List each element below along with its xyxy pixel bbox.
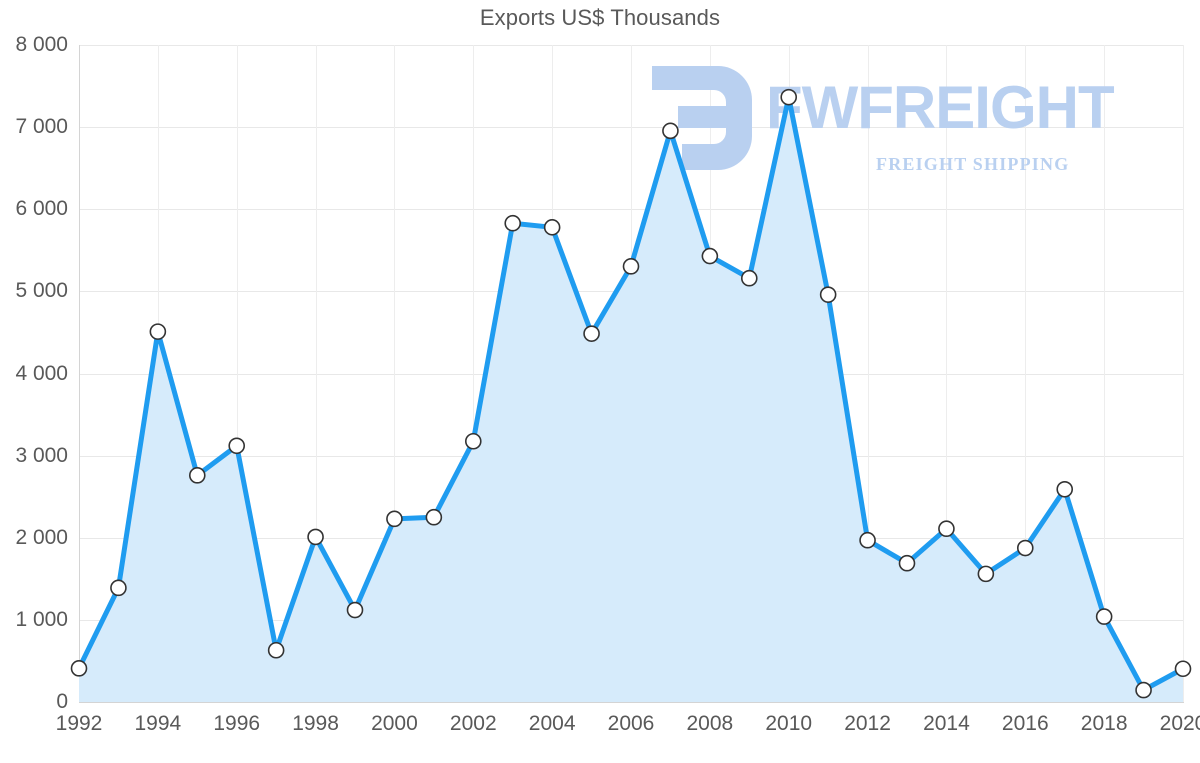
data-point-marker[interactable] bbox=[1095, 608, 1113, 625]
x-axis-tick-label: 1996 bbox=[213, 712, 261, 735]
y-axis-tick-label: 2 000 bbox=[15, 525, 68, 549]
data-point-marker[interactable] bbox=[662, 122, 679, 140]
gridline-vertical bbox=[394, 45, 396, 702]
gridline-vertical bbox=[867, 45, 869, 702]
gridline-vertical bbox=[236, 45, 238, 702]
data-point-marker[interactable] bbox=[622, 258, 640, 275]
x-axis-tick-label: 1992 bbox=[55, 712, 103, 735]
data-point-marker[interactable] bbox=[346, 601, 364, 619]
y-axis-tick-label: 7 000 bbox=[15, 115, 68, 139]
data-point-marker[interactable] bbox=[780, 88, 798, 106]
x-axis-tick-label: 2018 bbox=[1080, 712, 1128, 735]
x-axis-tick-label: 2008 bbox=[686, 712, 734, 735]
x-axis-tick-label: 2002 bbox=[449, 712, 497, 735]
data-point-marker[interactable] bbox=[819, 286, 837, 303]
data-point-marker[interactable] bbox=[543, 219, 561, 236]
y-axis-tick-label: 1 000 bbox=[15, 607, 68, 631]
data-point-marker[interactable] bbox=[386, 510, 403, 528]
gridline-vertical bbox=[315, 45, 317, 702]
data-point-marker[interactable] bbox=[1135, 681, 1152, 699]
x-axis-tick-label: 2016 bbox=[1001, 712, 1049, 735]
data-point-marker[interactable] bbox=[938, 520, 955, 538]
series-area-fill bbox=[79, 97, 1183, 703]
x-axis-tick-label: 2020 bbox=[1159, 712, 1200, 735]
data-point-marker[interactable] bbox=[701, 247, 719, 265]
data-point-marker[interactable] bbox=[70, 660, 88, 677]
y-axis-tick-label: 0 bbox=[56, 690, 68, 713]
y-axis-tick-label: 8 000 bbox=[15, 33, 68, 56]
data-point-marker[interactable] bbox=[110, 579, 127, 597]
data-point-marker[interactable] bbox=[228, 437, 246, 455]
data-point-marker[interactable] bbox=[859, 531, 876, 549]
data-point-marker[interactable] bbox=[1016, 539, 1034, 557]
x-axis-tick-label: 1998 bbox=[292, 712, 339, 735]
x-axis-tick-label: 2010 bbox=[765, 712, 813, 735]
y-axis-tick-label: 6 000 bbox=[15, 197, 68, 221]
data-point-marker[interactable] bbox=[1056, 480, 1074, 498]
gridline-vertical bbox=[473, 45, 475, 702]
x-axis-tick-label: 2014 bbox=[923, 712, 970, 735]
chart-title: Exports US$ Thousands bbox=[479, 5, 721, 30]
data-point-marker[interactable] bbox=[464, 432, 482, 450]
y-axis-tick-label: 3 000 bbox=[15, 443, 68, 467]
data-point-marker[interactable] bbox=[267, 641, 285, 659]
gridline-vertical bbox=[1104, 45, 1106, 702]
data-point-marker[interactable] bbox=[504, 214, 522, 232]
data-point-marker[interactable] bbox=[188, 467, 206, 484]
gridline-vertical bbox=[1183, 45, 1184, 702]
data-point-marker[interactable] bbox=[583, 325, 600, 342]
data-point-marker[interactable] bbox=[977, 565, 995, 583]
x-axis-tick-label: 2006 bbox=[607, 712, 655, 735]
y-axis-tick-label: 4 000 bbox=[15, 361, 68, 385]
x-axis-tick-label: 2012 bbox=[844, 712, 891, 735]
data-point-marker[interactable] bbox=[1174, 660, 1192, 678]
data-point-marker[interactable] bbox=[425, 508, 443, 526]
x-axis-line bbox=[79, 702, 1184, 703]
x-axis-tick-label: 2000 bbox=[371, 712, 418, 735]
x-axis-tick-label: 2004 bbox=[528, 712, 576, 735]
data-point-marker[interactable] bbox=[149, 323, 167, 340]
data-point-marker[interactable] bbox=[898, 554, 916, 572]
gridline-vertical bbox=[946, 45, 948, 702]
gridline-vertical bbox=[1025, 45, 1027, 702]
x-axis-tick-label: 1994 bbox=[134, 712, 182, 735]
data-point-marker[interactable] bbox=[740, 269, 758, 287]
y-axis-tick-label: 5 000 bbox=[15, 279, 68, 303]
data-point-marker[interactable] bbox=[307, 528, 324, 546]
y-axis-line bbox=[79, 45, 80, 703]
